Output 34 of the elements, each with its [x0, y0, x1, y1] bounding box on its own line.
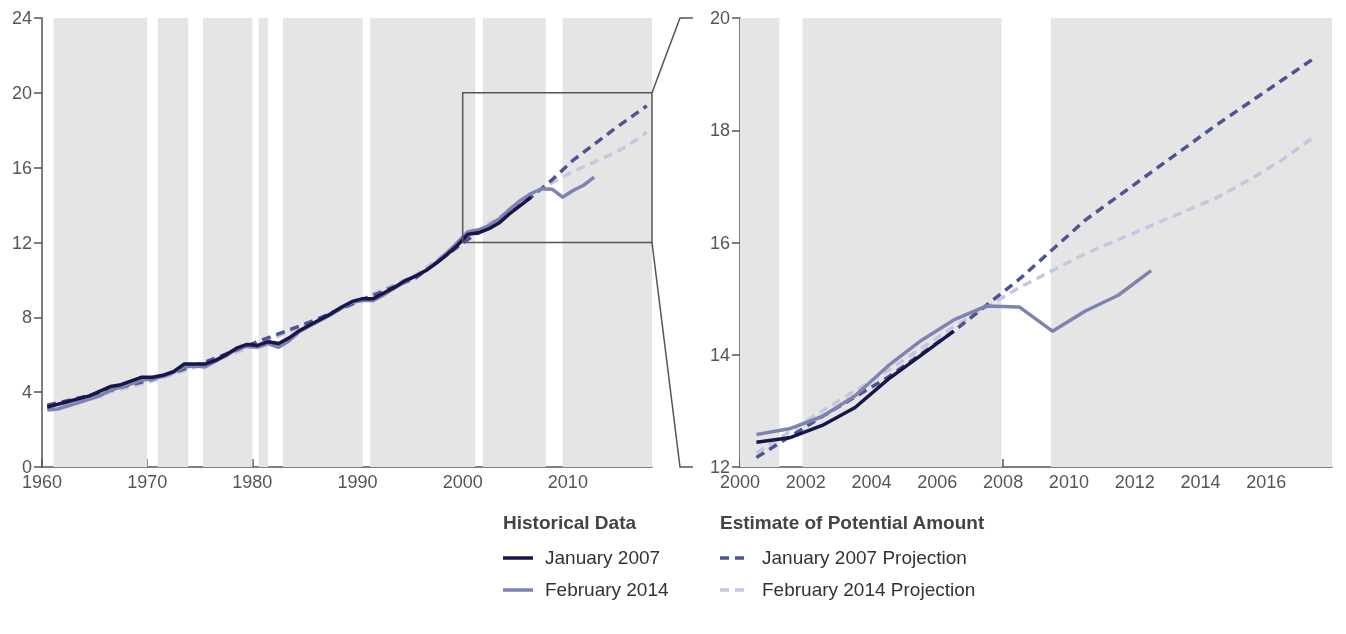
- y-tick-label: 24: [11, 8, 32, 28]
- x-tick-label: 2000: [442, 472, 483, 492]
- y-tick-label: 16: [11, 157, 32, 178]
- text: Historical Data: [503, 512, 638, 534]
- x-tick-label: 2002: [785, 472, 826, 492]
- y-tick-label: 8: [21, 307, 32, 328]
- legend-label: January 2007: [545, 547, 661, 569]
- y-tick-label: 4: [21, 382, 32, 403]
- x-tick-label: 2010: [547, 472, 588, 492]
- legend-label: January 2007 Projection: [762, 547, 967, 569]
- x-tick-label: 2008: [983, 472, 1024, 492]
- x-tick-label: 2006: [917, 472, 958, 492]
- legend-label: February 2014 Projection: [762, 579, 976, 601]
- x-tick-label: 1970: [127, 472, 168, 492]
- x-tick-label: 1980: [232, 472, 273, 492]
- y-tick-label: 12: [11, 232, 32, 253]
- y-tick-label: 20: [11, 82, 32, 103]
- line-series: [754, 329, 956, 445]
- y-tick-label: 16: [709, 232, 730, 253]
- x-tick-label: 2014: [1180, 472, 1221, 492]
- x-tick-label: 2000: [719, 472, 761, 492]
- y-tick-label: 18: [709, 120, 730, 141]
- x-tick-label: 2016: [1246, 472, 1287, 492]
- line-series: [754, 268, 1153, 437]
- x-tick-label: 2004: [851, 472, 892, 492]
- y-tick-label: 20: [709, 8, 730, 28]
- text: Estimate of Potential Amount: [720, 512, 985, 534]
- y-tick-label: 14: [709, 344, 730, 365]
- x-tick-label: 1990: [337, 472, 378, 492]
- x-tick-label: 1960: [21, 472, 63, 492]
- x-tick-label: 2010: [1048, 472, 1089, 492]
- legend-label: February 2014: [545, 579, 669, 601]
- x-tick-label: 2012: [1114, 472, 1155, 492]
- line-series: [45, 195, 533, 409]
